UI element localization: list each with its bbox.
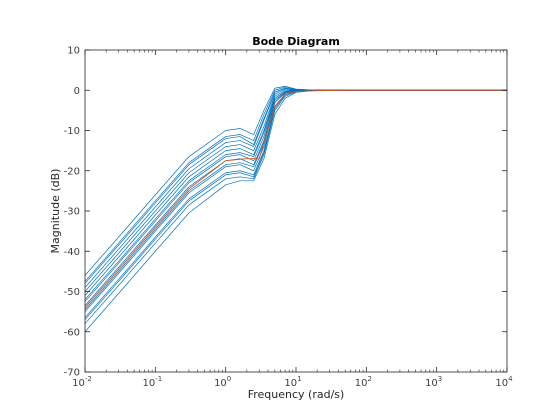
x-tick-label-4: 102 <box>355 375 372 389</box>
x-tick-label-3: 101 <box>284 375 301 389</box>
y-tick-label-3: -20 <box>64 166 80 177</box>
series-layer <box>84 85 507 332</box>
x-tick-label-1: 10-1 <box>142 375 162 389</box>
y-tick-label-1: 0 <box>74 86 80 97</box>
y-tick-label-2: -10 <box>64 126 80 137</box>
x-axis-label: Frequency (rad/s) <box>248 388 345 401</box>
y-tick-label-0: 10 <box>67 46 80 57</box>
y-tick-label-6: -50 <box>64 287 80 298</box>
x-tick-label-0: 10-2 <box>72 375 92 389</box>
chart-title: Bode Diagram <box>252 35 340 48</box>
x-tick-label-5: 103 <box>425 375 442 389</box>
y-tick-label-8: -70 <box>64 368 80 379</box>
y-axis-label: Magnitude (dB) <box>49 169 62 254</box>
y-tick-label-4: -30 <box>64 207 80 218</box>
x-tick-label-6: 104 <box>495 375 513 389</box>
y-tick-label-7: -60 <box>64 327 80 338</box>
y-tick-label-5: -40 <box>64 247 80 258</box>
nominal-series-line-0 <box>84 89 507 308</box>
ticks-layer: 10-2 10-1 100 101 102 103 104100-10-20-30-40-5… <box>64 46 513 390</box>
x-tick-label-2: 100 <box>214 375 231 389</box>
plot-frame <box>84 49 508 373</box>
